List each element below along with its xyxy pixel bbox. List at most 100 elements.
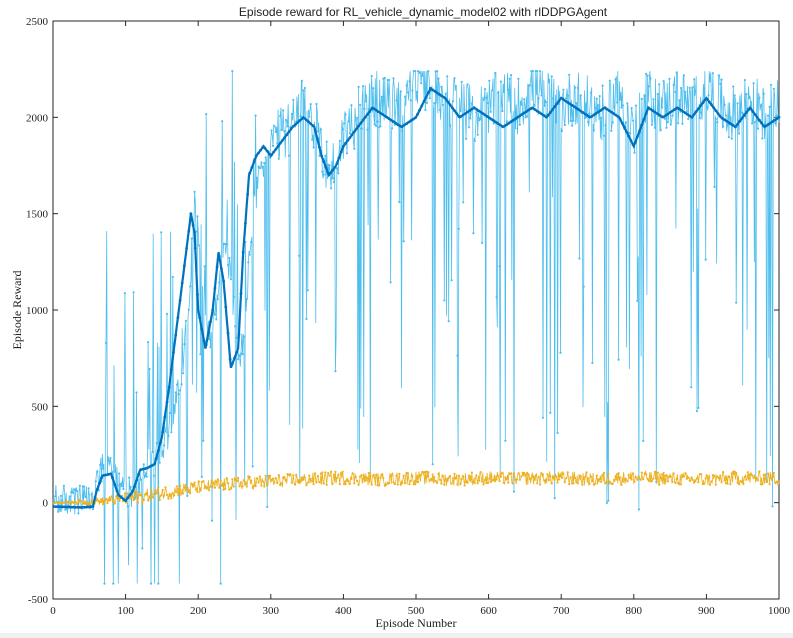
episode-reward-point xyxy=(129,485,132,489)
episode-reward-point xyxy=(589,91,593,94)
episode-reward-point xyxy=(698,117,702,120)
episode-q0-point xyxy=(563,481,566,484)
episode-q0-point xyxy=(510,472,513,475)
episode-reward-point xyxy=(658,83,661,86)
episode-q0-point xyxy=(348,482,351,485)
episode-reward-point xyxy=(361,85,365,88)
episode-q0-point xyxy=(177,487,180,491)
average-reward-point xyxy=(773,118,776,122)
episode-reward-point xyxy=(491,89,494,92)
episode-reward-point xyxy=(444,92,447,95)
episode-q0-point xyxy=(354,476,357,479)
episode-q0-point xyxy=(235,479,238,482)
episode-reward-point xyxy=(646,74,649,77)
episode-reward-point xyxy=(688,86,691,89)
episode-q0-point xyxy=(102,503,105,506)
episode-reward-point xyxy=(562,88,565,91)
x-tick-label: 1000 xyxy=(768,605,791,617)
episode-q0-point xyxy=(675,477,678,481)
episode-reward-point xyxy=(740,111,744,114)
episode-reward-point xyxy=(276,142,279,145)
episode-q0-point xyxy=(176,485,179,488)
episode-q0-point xyxy=(163,494,166,497)
episode-reward-point xyxy=(176,383,179,386)
average-reward-point xyxy=(734,125,737,129)
episode-reward-point xyxy=(675,71,678,74)
episode-reward-point xyxy=(316,130,320,133)
episode-q0-point xyxy=(755,476,758,480)
episode-q0-point xyxy=(636,478,639,481)
episode-reward-point xyxy=(678,99,681,102)
average-reward-point xyxy=(285,133,289,137)
average-reward-point xyxy=(302,116,306,120)
episode-q0-point xyxy=(585,471,588,474)
episode-reward-point xyxy=(591,361,594,364)
average-reward-point xyxy=(235,351,239,354)
episode-q0-point xyxy=(613,478,616,481)
average-reward-point xyxy=(409,119,413,123)
episode-q0-point xyxy=(361,477,365,480)
series-layer xyxy=(52,70,781,585)
episode-q0-point xyxy=(437,472,440,475)
episode-q0-point xyxy=(479,471,482,474)
episode-reward-point xyxy=(441,103,444,106)
average-reward-point xyxy=(688,114,692,118)
episode-q0-point xyxy=(353,482,356,485)
average-reward-point xyxy=(435,91,439,95)
episode-reward-point xyxy=(642,439,645,442)
average-reward-point xyxy=(673,108,676,111)
episode-reward-point xyxy=(605,501,609,504)
average-reward-point xyxy=(106,473,110,476)
average-reward-point xyxy=(675,106,678,110)
episode-q0-point xyxy=(749,472,752,475)
episode-reward-point xyxy=(618,98,622,101)
episode-q0-point xyxy=(322,482,325,485)
episode-q0-point xyxy=(682,475,686,478)
episode-q0-point xyxy=(258,475,261,478)
episode-q0-point xyxy=(231,478,234,481)
episode-q0-point xyxy=(199,487,202,490)
episode-reward-point xyxy=(663,117,667,120)
episode-reward-point xyxy=(447,320,450,323)
episode-q0-point xyxy=(293,483,296,486)
average-reward-point xyxy=(477,109,480,112)
episode-reward-point xyxy=(238,354,241,357)
episode-q0-point xyxy=(218,486,221,489)
episode-reward-point xyxy=(526,115,529,118)
episode-q0-point xyxy=(157,486,160,489)
episode-q0-point xyxy=(187,490,190,494)
episode-reward-point xyxy=(123,292,126,295)
episode-q0-point xyxy=(88,503,92,506)
x-tick-label: 900 xyxy=(698,605,715,617)
episode-reward-point xyxy=(132,291,135,294)
episode-reward-point xyxy=(99,463,102,466)
y-tick-label: -500 xyxy=(28,594,49,606)
average-reward-point xyxy=(163,415,167,419)
average-reward-point xyxy=(520,113,524,116)
episode-q0-point xyxy=(115,495,118,498)
average-reward-point xyxy=(58,505,62,509)
episode-q0-point xyxy=(582,477,585,481)
episode-q0-point xyxy=(611,482,614,485)
episode-q0-point xyxy=(245,485,248,488)
average-reward-point xyxy=(111,476,114,480)
average-reward-point xyxy=(368,110,371,113)
average-reward-point xyxy=(640,123,644,127)
episode-q0-point xyxy=(341,470,344,473)
average-reward-point xyxy=(183,264,186,268)
series-episode-q0 xyxy=(52,469,780,506)
episode-q0-point xyxy=(383,484,386,487)
average-reward-point xyxy=(300,117,304,120)
episode-reward-point xyxy=(700,111,703,114)
average-reward-point xyxy=(472,106,476,110)
episode-reward-point xyxy=(174,391,177,394)
episode-reward-point xyxy=(325,140,328,143)
average-reward-point xyxy=(392,120,395,124)
episode-reward-point xyxy=(732,85,735,88)
episode-reward-point xyxy=(476,133,479,136)
average-reward-point xyxy=(664,114,668,117)
episode-q0-point xyxy=(241,485,244,488)
episode-q0-point xyxy=(100,500,103,503)
episode-reward-point xyxy=(360,127,363,130)
episode-reward-point xyxy=(161,450,164,453)
